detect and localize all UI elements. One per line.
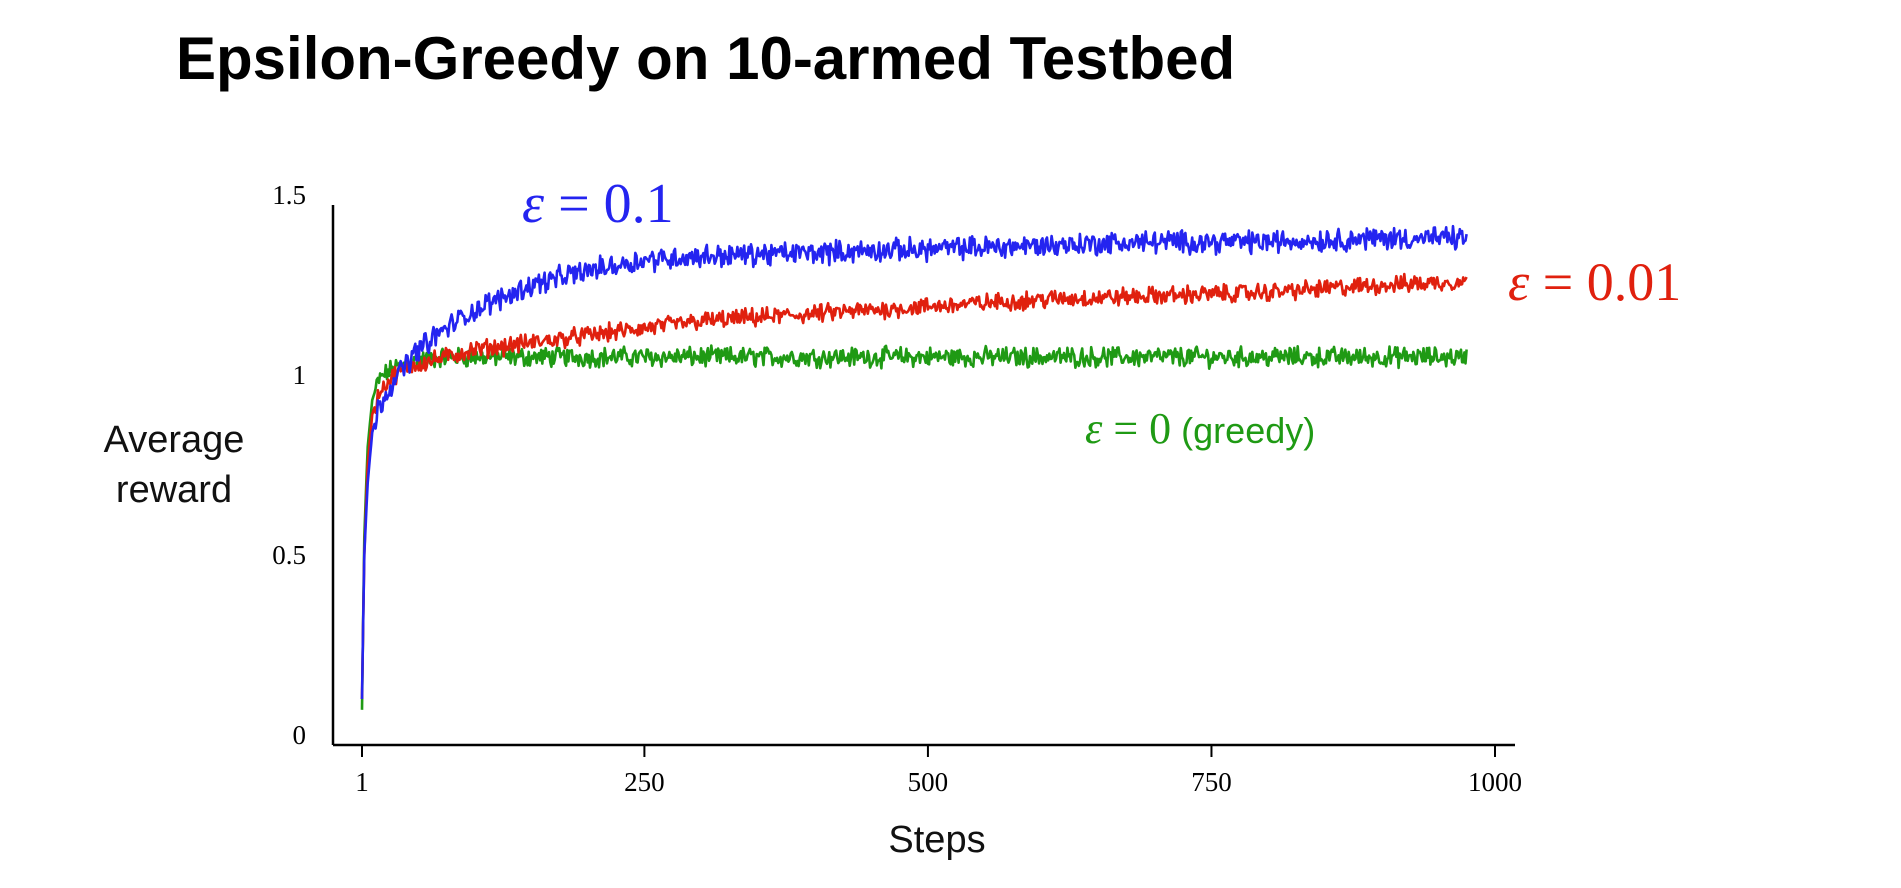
y-tick-label: 0.5 xyxy=(272,540,306,570)
series-label-eps01: ε = 0.1 xyxy=(522,173,674,235)
x-axis-title: Steps xyxy=(888,819,985,861)
series-line-greedy xyxy=(360,344,1468,710)
axes xyxy=(331,205,1515,747)
x-tick-label: 1000 xyxy=(1468,767,1522,797)
y-tick-label: 1.5 xyxy=(272,180,306,210)
series-line-eps001 xyxy=(360,272,1468,700)
y-tick-label: 0 xyxy=(293,720,307,750)
series-label-greedy: ε = 0 (greedy) xyxy=(1085,404,1315,453)
y-axis-title-line: reward xyxy=(116,469,232,511)
series-label-eps001: ε = 0.01 xyxy=(1508,252,1681,312)
tick-labels: 1 250 500 750 1000 0 0.5 1 1.5 xyxy=(272,180,1522,797)
series-labels: ε = 0 (greedy) ε = 0.01 ε = 0.1 xyxy=(522,173,1681,453)
plot-lines xyxy=(360,224,1468,710)
y-tick-label: 1 xyxy=(293,360,307,390)
y-axis-title-line: Average xyxy=(104,419,245,461)
series-line-eps01 xyxy=(360,224,1468,700)
x-tick-label: 250 xyxy=(624,767,665,797)
slide-title: Epsilon-Greedy on 10-armed Testbed xyxy=(176,25,1236,92)
x-tick-label: 1 xyxy=(355,767,369,797)
x-tick-label: 500 xyxy=(908,767,949,797)
axis-titles: Steps Average reward xyxy=(104,419,986,861)
x-tick-label: 750 xyxy=(1191,767,1232,797)
